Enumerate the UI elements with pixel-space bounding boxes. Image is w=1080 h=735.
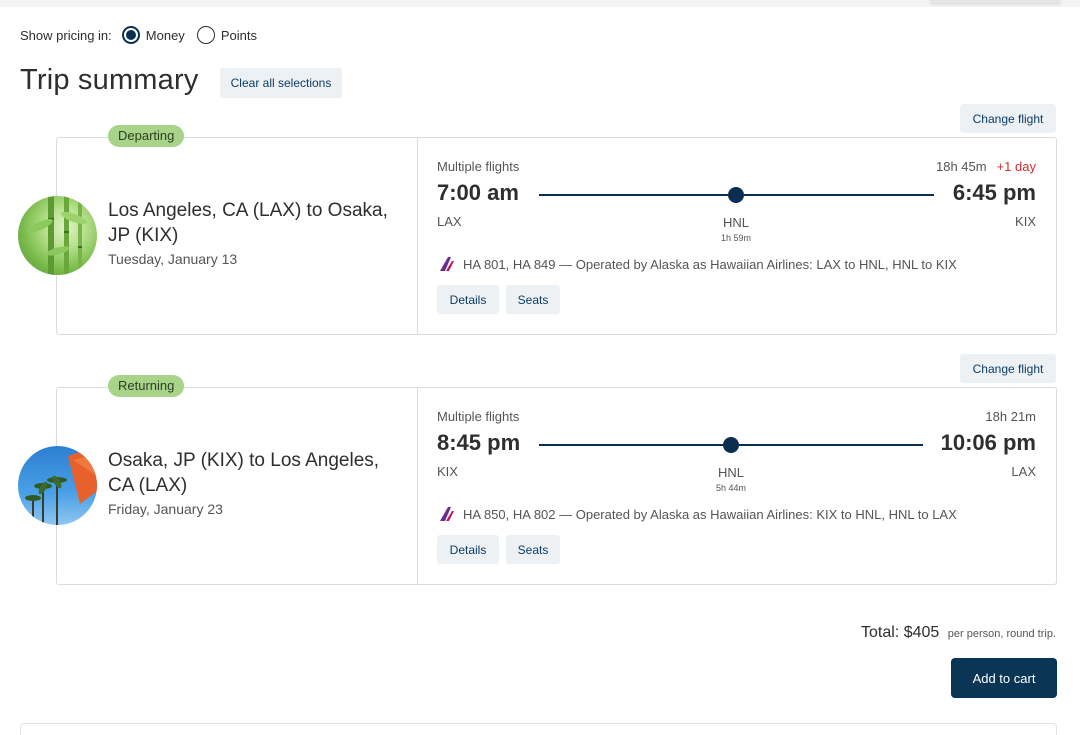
add-to-cart-button[interactable]: Add to cart <box>951 658 1057 698</box>
return-date: Friday, January 23 <box>108 501 223 517</box>
duration-value: 18h 45m <box>936 159 987 174</box>
stop-airport-code: HNL <box>722 215 749 230</box>
flight-operated-by: HA 801, HA 849 — Operated by Alaska as H… <box>463 257 957 272</box>
route-line <box>739 444 923 446</box>
route-line <box>744 194 934 196</box>
pricing-toggle: Show pricing in: Money Points <box>20 26 269 44</box>
multiple-flights-label: Multiple flights <box>437 409 520 424</box>
destination-image-palms <box>18 446 97 525</box>
multiple-flights-label: Multiple flights <box>437 159 520 174</box>
trip-duration: 18h 21m <box>985 409 1036 424</box>
clear-all-selections-button[interactable]: Clear all selections <box>220 68 342 98</box>
total-amount: $405 <box>903 624 940 641</box>
route-line <box>539 444 724 446</box>
layover-duration: 5h 44m <box>715 483 747 493</box>
trip-duration: 18h 45m +1 day <box>936 159 1036 174</box>
destination-image-bamboo <box>18 196 97 275</box>
money-radio[interactable] <box>121 26 140 44</box>
duration-value: 18h 21m <box>985 409 1036 424</box>
money-radio-label[interactable]: Money <box>145 27 185 43</box>
top-bar-tab <box>930 0 1060 3</box>
departure-date: Tuesday, January 13 <box>108 251 238 267</box>
total-suffix: per person, round trip. <box>947 628 1056 640</box>
plus-day-indicator: +1 day <box>996 159 1036 174</box>
points-radio-label[interactable]: Points <box>220 27 257 43</box>
returning-flight-card: Multiple flights 18h 21m 8:45 pm 10:06 p… <box>56 387 1057 585</box>
layover-duration: 1h 59m <box>720 233 752 243</box>
departing-badge: Departing <box>108 125 185 147</box>
card-divider <box>417 138 418 334</box>
pricing-label: Show pricing in: <box>20 27 112 43</box>
details-button[interactable]: Details <box>437 285 499 314</box>
hawaiian-airlines-logo-icon <box>440 257 454 271</box>
details-button[interactable]: Details <box>437 535 499 564</box>
route-line <box>539 194 729 196</box>
returning-badge: Returning <box>108 375 185 397</box>
seats-button[interactable]: Seats <box>506 535 560 564</box>
departing-flight-card: Multiple flights 18h 45m +1 day 7:00 am 6… <box>56 137 1057 335</box>
arrival-airport-code: LAX <box>1011 464 1036 479</box>
seats-button[interactable]: Seats <box>506 285 560 314</box>
top-bar <box>0 0 1080 7</box>
route-title-departing: Los Angeles, CA (LAX) to Osaka, JP (KIX) <box>108 200 388 246</box>
departure-time: 7:00 am <box>437 180 519 205</box>
change-flight-button-returning[interactable]: Change flight <box>960 354 1056 383</box>
departure-airport-code: LAX <box>437 214 462 229</box>
trip-total: Total: $405 per person, round trip. <box>861 624 1056 642</box>
change-flight-button-departing[interactable]: Change flight <box>960 104 1056 133</box>
arrival-airport-code: KIX <box>1015 214 1036 229</box>
arrival-time: 10:06 pm <box>940 430 1036 455</box>
total-label: Total: <box>861 624 900 641</box>
next-section-card <box>20 723 1057 735</box>
stop-dot <box>728 187 744 203</box>
departure-airport-code: KIX <box>437 464 458 479</box>
stop-airport-code: HNL <box>717 465 744 480</box>
page-title: Trip summary <box>20 64 199 96</box>
card-divider <box>417 388 418 584</box>
flight-operated-by: HA 850, HA 802 — Operated by Alaska as H… <box>463 507 957 522</box>
departure-time: 8:45 pm <box>437 430 521 455</box>
route-title-returning: Osaka, JP (KIX) to Los Angeles, CA (LAX) <box>108 450 380 496</box>
points-radio[interactable] <box>196 26 215 44</box>
hawaiian-airlines-logo-icon <box>440 507 454 521</box>
stop-dot <box>723 437 739 453</box>
arrival-time: 6:45 pm <box>952 180 1036 205</box>
